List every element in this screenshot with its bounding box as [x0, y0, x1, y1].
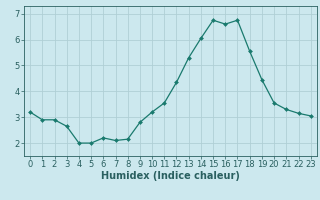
X-axis label: Humidex (Indice chaleur): Humidex (Indice chaleur): [101, 171, 240, 181]
